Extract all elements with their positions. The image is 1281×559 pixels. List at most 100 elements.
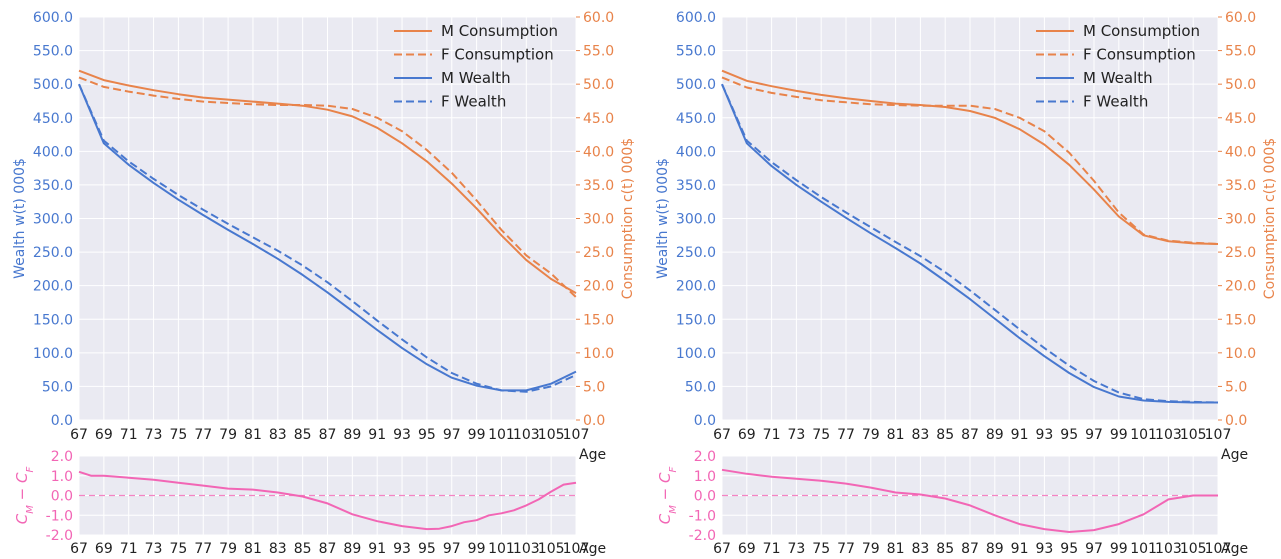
left-top-ytick-left-label: 0.0: [51, 413, 73, 429]
left-bottom-xtick-label: 85: [294, 541, 312, 557]
right-top-xtick-label: 105: [1180, 427, 1207, 443]
right-top-legend-label: M Wealth: [1083, 69, 1153, 87]
right-top-xtick-label: 73: [787, 427, 805, 443]
right-bottom-xtick-label: 105: [1180, 541, 1207, 557]
left-top-xtick-label: 83: [269, 427, 287, 443]
left-top-ytick-right-label: 55.0: [583, 44, 614, 60]
left-bottom-xtick-label: 101: [488, 541, 515, 557]
right-top-xtick-label: 91: [1011, 427, 1029, 443]
left-bottom-xtick-label: 87: [319, 541, 337, 557]
left-bottom-xtick-label: 83: [269, 541, 287, 557]
right-top-ytick-left-label: 100.0: [676, 346, 716, 362]
right-bottom-xtick-label: 97: [1085, 541, 1103, 557]
right-top-xtick-label: 95: [1060, 427, 1078, 443]
right-top-ytick-left-label: 400.0: [676, 144, 716, 160]
right-top-ytick-left-label: 0.0: [694, 413, 716, 429]
left-bottom-chart: 67 69 71 73 75 77 79 81 83 85 87 89 91 93 95 97 99 101103…: [13, 449, 606, 557]
left-top-ytick-right-label: 50.0: [583, 77, 614, 93]
right-top-ytick-left-label: 50.0: [685, 379, 716, 395]
left-top-ytick-left-label: 400.0: [33, 144, 73, 160]
right-top-xtick-label: 81: [887, 427, 905, 443]
right-bottom-ytick-label: 0.0: [694, 489, 716, 505]
right-bottom-xtick-label: 95: [1060, 541, 1078, 557]
left-top-ytick-left-label: 500.0: [33, 77, 73, 93]
left-top-ytick-right-label: 30.0: [583, 212, 614, 228]
right-bottom-xtick-label: 103: [1155, 541, 1182, 557]
left-top-ytick-left-label: 600.0: [33, 10, 73, 26]
left-top-ytick-right-label: 20.0: [583, 279, 614, 295]
left-top-xtick-label: 101: [488, 427, 515, 443]
right-bottom-xtick-label: 71: [763, 541, 781, 557]
right-bottom-xtick-label: 91: [1011, 541, 1029, 557]
right-bottom-ytick-label: -2.0: [689, 528, 716, 544]
right-top-xtick-label: 69: [738, 427, 756, 443]
right-top-ytick-right-label: 10.0: [1225, 346, 1256, 362]
right-top-ytick-right-label: 20.0: [1225, 279, 1256, 295]
left-top-ytick-right-label: 15.0: [583, 312, 614, 328]
left-bottom-xtick-label: 71: [120, 541, 138, 557]
right-bottom-xtick-label: 75: [812, 541, 830, 557]
right-top-ytick-right-label: 30.0: [1225, 212, 1256, 228]
right-top-xtick-label: 103: [1155, 427, 1182, 443]
left-top-xtick-label: 67: [70, 427, 88, 443]
left-top-xtick-label: 87: [319, 427, 337, 443]
right-top-ylabel-right: Consumption c(t) 000$: [1262, 138, 1278, 299]
left-top-xtick-label: 97: [443, 427, 461, 443]
right-top-ylabel-left: Wealth w(t) 000$: [655, 158, 671, 279]
right-bottom-xtick-label: 89: [986, 541, 1004, 557]
right-bottom-xtick-label: 85: [936, 541, 954, 557]
right-top-ytick-left-label: 450.0: [676, 111, 716, 127]
right-top-ytick-left-label: 550.0: [676, 44, 716, 60]
left-top-xtick-label: 99: [468, 427, 486, 443]
right-top-xtick-label: 99: [1110, 427, 1128, 443]
left-bottom-xtick-label: 77: [194, 541, 212, 557]
left-bottom-ytick-label: -2.0: [46, 528, 73, 544]
right-bottom-xtick-label: 101: [1130, 541, 1157, 557]
right-top-ytick-right-label: 55.0: [1225, 44, 1256, 60]
left-top-ytick-right-label: 45.0: [583, 111, 614, 127]
left-top-ylabel-right: Consumption c(t) 000$: [620, 138, 636, 299]
right-bottom-xtick-label: 77: [837, 541, 855, 557]
left-bottom-ytick-label: 2.0: [51, 449, 73, 465]
left-top-xtick-label: 89: [343, 427, 361, 443]
left-top-ytick-right-label: 10.0: [583, 346, 614, 362]
left-top-xtick-label: 81: [244, 427, 262, 443]
right-bottom-xtick-label: 73: [787, 541, 805, 557]
left-bottom-xtick-label: 105: [538, 541, 565, 557]
left-top-ytick-right-label: 40.0: [583, 144, 614, 160]
right-bottom-chart: 67 69 71 73 75 77 79 81 83 85 87 89 91 93 95 97 99 101103…: [656, 449, 1248, 557]
right-top-ytick-right-label: 60.0: [1225, 10, 1256, 26]
left-top-ytick-right-label: 0.0: [583, 413, 605, 429]
left-top-xtick-label: 73: [145, 427, 163, 443]
left-top-legend-label: F Consumption: [441, 46, 554, 64]
right-top-ytick-right-label: 45.0: [1225, 111, 1256, 127]
left-top-ytick-left-label: 450.0: [33, 111, 73, 127]
left-top-xlabel: Age: [579, 447, 606, 463]
right-bottom-xtick-label: 81: [887, 541, 905, 557]
right-top-xtick-label: 79: [862, 427, 880, 443]
left-top-xtick-label: 95: [418, 427, 436, 443]
right-bottom-xtick-label: 93: [1035, 541, 1053, 557]
right-top-xtick-label: 107: [1205, 427, 1232, 443]
right-top-ytick-left-label: 600.0: [676, 10, 716, 26]
left-top-legend-label: F Wealth: [441, 93, 506, 111]
right-top-xtick-label: 101: [1130, 427, 1157, 443]
left-top-ytick-left-label: 100.0: [33, 346, 73, 362]
left-top-legend-label: M Consumption: [441, 22, 558, 40]
left-top-xtick-label: 91: [368, 427, 386, 443]
right-top-ytick-right-label: 0.0: [1225, 413, 1247, 429]
left-top-xtick-label: 107: [563, 427, 590, 443]
right-top-legend-label: F Consumption: [1083, 46, 1196, 64]
right-bottom-xlabel: Age: [1221, 541, 1248, 557]
right-top-xtick-label: 97: [1085, 427, 1103, 443]
right-top-ytick-left-label: 150.0: [676, 312, 716, 328]
left-bottom-xtick-label: 97: [443, 541, 461, 557]
left-top-ytick-left-label: 550.0: [33, 44, 73, 60]
left-top-xtick-label: 71: [120, 427, 138, 443]
right-bottom-xtick-label: 69: [738, 541, 756, 557]
right-bottom-xtick-label: 83: [911, 541, 929, 557]
right-top-xtick-label: 83: [911, 427, 929, 443]
left-bottom-ylabel: CM − CF: [13, 467, 36, 525]
left-top-xtick-label: 85: [294, 427, 312, 443]
right-bottom-ytick-label: 2.0: [694, 449, 716, 465]
